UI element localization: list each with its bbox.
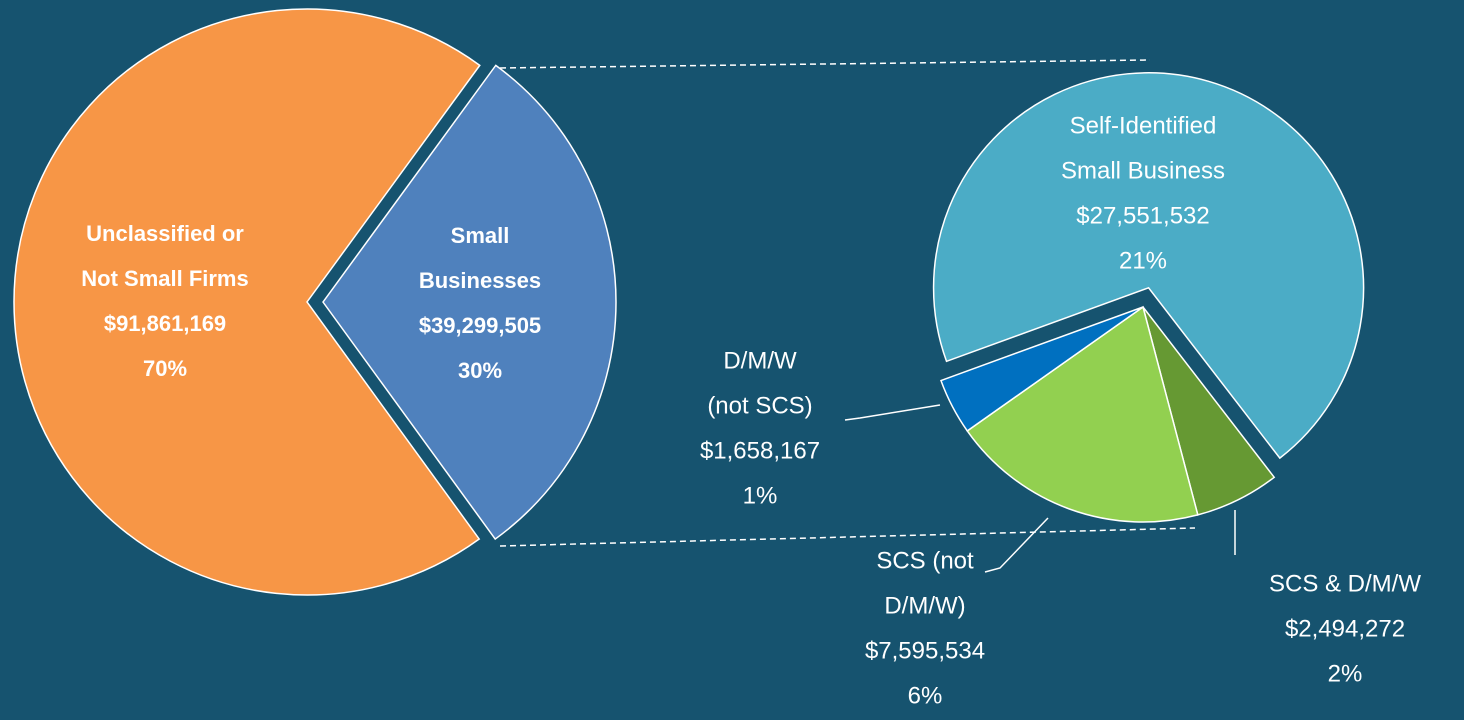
slice-label: SCS (not bbox=[876, 547, 974, 574]
slice-label: 1% bbox=[743, 482, 778, 509]
slice-label: $39,299,505 bbox=[419, 313, 541, 338]
slice-label: Small Business bbox=[1061, 157, 1225, 184]
slice-label: $91,861,169 bbox=[104, 311, 226, 336]
slice-label: Small bbox=[451, 223, 510, 248]
leader-line bbox=[984, 517, 1049, 573]
slice-label: 6% bbox=[908, 682, 943, 709]
slice-label: 2% bbox=[1328, 660, 1363, 687]
slice-label: Unclassified or bbox=[86, 221, 244, 246]
slice-label: D/M/W bbox=[723, 347, 797, 374]
slice-label: 70% bbox=[143, 356, 187, 381]
pie-slice bbox=[322, 64, 617, 541]
leader-line bbox=[844, 404, 941, 421]
slice-label: $2,494,272 bbox=[1285, 615, 1405, 642]
slice-label: D/M/W) bbox=[884, 592, 965, 619]
slice-label: Businesses bbox=[419, 268, 541, 293]
pie-slice bbox=[932, 72, 1365, 460]
pie-slice bbox=[13, 8, 481, 596]
connector-line bbox=[499, 59, 1151, 69]
slice-label: $7,595,534 bbox=[865, 637, 985, 664]
slice-label: $27,551,532 bbox=[1076, 202, 1209, 229]
slice-label: 21% bbox=[1119, 247, 1167, 274]
connector-line bbox=[499, 527, 1196, 547]
pie-slice bbox=[966, 305, 1199, 523]
slice-label: SCS & D/M/W bbox=[1269, 570, 1421, 597]
slice-label: Not Small Firms bbox=[81, 266, 248, 291]
pie-slice bbox=[940, 306, 1144, 432]
slice-label: Self-Identified bbox=[1070, 112, 1217, 139]
slice-label: 30% bbox=[458, 358, 502, 383]
slice-label: (not SCS) bbox=[707, 392, 812, 419]
slice-label: $1,658,167 bbox=[700, 437, 820, 464]
